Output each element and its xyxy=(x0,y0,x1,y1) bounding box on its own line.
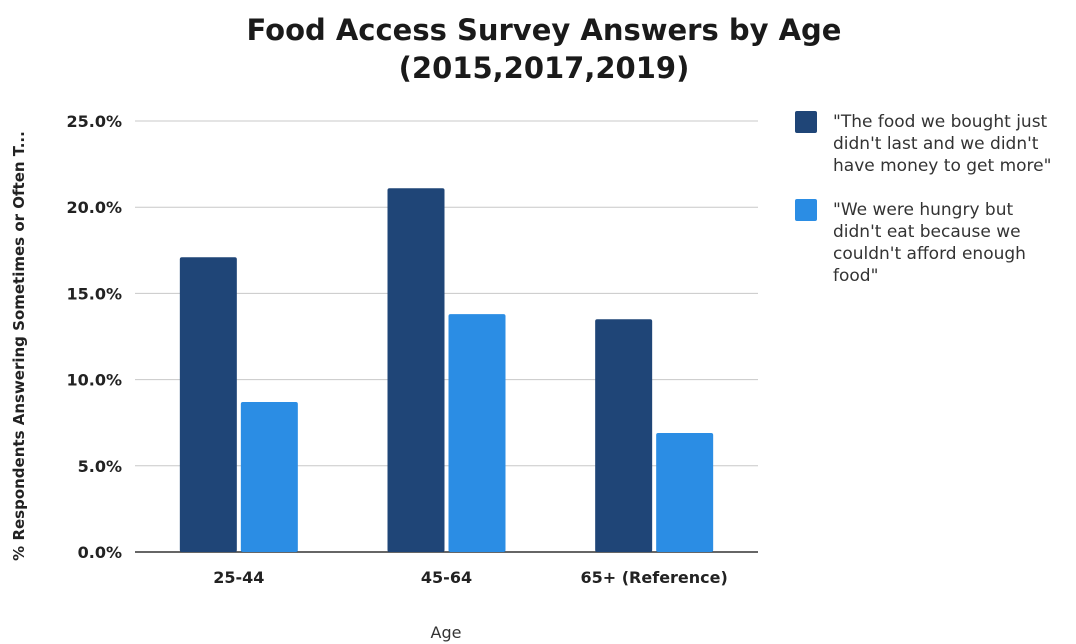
y-tick-label: 5.0% xyxy=(78,457,122,476)
bar-1 xyxy=(595,319,653,552)
x-tick-label: 45-64 xyxy=(421,568,472,587)
legend-swatch xyxy=(795,199,817,221)
y-tick-labels: 0.0% 5.0% 10.0% 15.0% 20.0% 25.0% xyxy=(66,112,122,562)
legend-label: "The food we bought just didn't last and … xyxy=(833,112,1051,176)
bar-1 xyxy=(179,257,237,552)
chart-title: Food Access Survey Answers by Age (2015,… xyxy=(247,13,842,85)
y-tick-label: 20.0% xyxy=(66,198,122,217)
legend: "The food we bought just didn't last and … xyxy=(795,111,1051,286)
x-tick-labels: 25-44 45-64 65+ (Reference) xyxy=(213,568,728,587)
chart-title-line-1: Food Access Survey Answers by Age xyxy=(247,13,842,47)
bar-2 xyxy=(656,433,714,552)
chart-title-line-2: (2015,2017,2019) xyxy=(399,51,690,85)
x-tick-label: 25-44 xyxy=(213,568,264,587)
legend-swatch xyxy=(795,111,817,133)
y-tick-label: 10.0% xyxy=(66,371,122,390)
y-axis-title: % Respondents Answering Sometimes or Oft… xyxy=(10,131,28,561)
bars xyxy=(179,188,714,552)
bar-1 xyxy=(387,188,445,552)
bar-2 xyxy=(240,402,298,552)
gridlines xyxy=(135,120,758,553)
y-tick-label: 25.0% xyxy=(66,112,122,131)
y-tick-label: 15.0% xyxy=(66,284,122,303)
legend-label: "We were hungry but didn't eat because we… xyxy=(833,200,1026,286)
bar-2 xyxy=(448,314,506,552)
x-axis-title: Age xyxy=(431,623,462,642)
x-tick-label: 65+ (Reference) xyxy=(581,568,728,587)
y-tick-label: 0.0% xyxy=(78,543,122,562)
